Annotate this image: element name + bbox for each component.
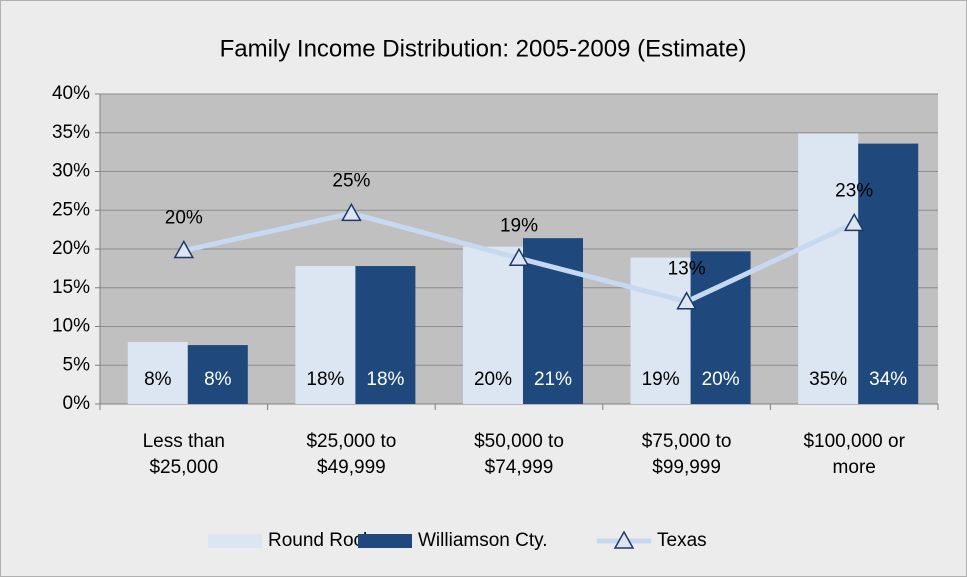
legend-swatch [358, 534, 412, 548]
y-tick-label: 15% [52, 277, 90, 298]
bar [355, 266, 416, 404]
legend-label: Texas [657, 530, 707, 551]
y-tick-label: 5% [63, 354, 91, 375]
marker [676, 291, 697, 310]
bar-value-label: 8% [144, 369, 172, 390]
legend-marker [613, 530, 635, 549]
bar-value-label: 20% [702, 369, 740, 390]
bar [463, 246, 523, 404]
x-tick-label: $25,000 to $49,999 [306, 431, 396, 478]
line-value-label: 19% [500, 215, 538, 236]
y-tick-label: 40% [52, 83, 90, 104]
y-tick-label: 30% [52, 161, 90, 182]
bar-value-label: 19% [642, 369, 680, 390]
marker [341, 202, 362, 222]
line-value-label: 23% [835, 180, 873, 201]
legend-label: Round Rock [268, 530, 373, 551]
bar [630, 257, 691, 404]
bar [295, 266, 356, 404]
y-tick-label: 20% [52, 238, 90, 259]
x-tick-label: Less than $25,000 [143, 431, 225, 478]
line-value-label: 20% [165, 208, 203, 229]
bar [127, 342, 188, 404]
line-value-label: 25% [332, 170, 370, 191]
line-value-label: 13% [668, 259, 706, 280]
bar-value-label: 20% [474, 369, 512, 390]
bar-value-label: 34% [869, 369, 907, 390]
bar-value-label: 8% [204, 369, 232, 390]
bar [858, 143, 919, 404]
chart-title: Family Income Distribution: 2005-2009 (E… [220, 35, 747, 62]
legend-label: Williamson Cty. [418, 530, 548, 551]
bar-value-label: 18% [306, 369, 344, 390]
marker [173, 240, 195, 259]
bar-value-label: 18% [366, 369, 404, 390]
x-tick-label: $50,000 to $74,999 [474, 431, 564, 478]
marker [508, 247, 530, 267]
y-tick-label: 0% [63, 393, 91, 414]
y-tick-label: 10% [52, 316, 90, 337]
y-tick-label: 35% [52, 122, 90, 143]
marker [843, 212, 865, 232]
bar [798, 133, 859, 404]
bar-value-label: 21% [534, 369, 572, 390]
x-tick-label: $75,000 to $99,999 [642, 431, 732, 478]
bar [187, 345, 248, 404]
legend-swatch [208, 534, 262, 548]
bar-value-label: 35% [809, 369, 847, 390]
x-tick-label: $100,000 or more [803, 431, 905, 478]
y-tick-label: 25% [52, 199, 90, 220]
